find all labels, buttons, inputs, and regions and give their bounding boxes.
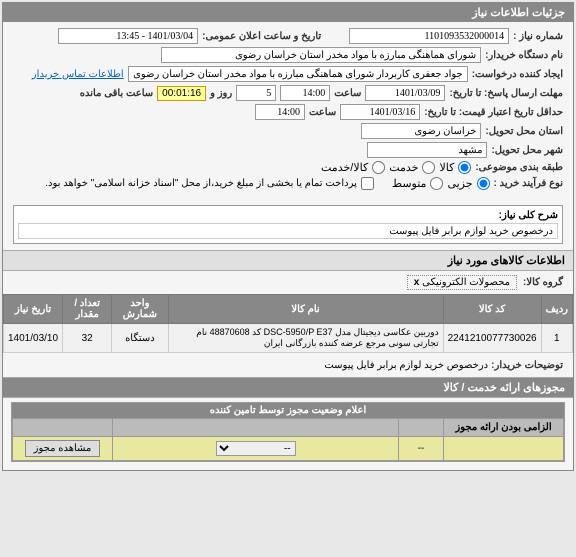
group-label: گروه کالا: [523, 277, 563, 288]
reply-deadline-label: مهلت ارسال پاسخ: تا تاریخ: [449, 88, 563, 99]
purchase-note: پرداخت تمام یا بخشی از مبلغ خرید،از محل … [45, 178, 357, 189]
reply-date: 1401/03/09 [365, 85, 445, 101]
purchase-type-label: نوع فرآیند خرید : [494, 178, 563, 189]
status-select[interactable]: -- [216, 441, 296, 456]
pt-medium-label: متوسط [392, 177, 427, 190]
cell-date: 1401/03/10 [4, 324, 63, 353]
status-header: اعلام وضعیت مجوز توسط تامین کننده [12, 403, 564, 418]
status-sub-panel: اعلام وضعیت مجوز توسط تامین کننده الزامی… [11, 402, 565, 462]
buyer-notes: توضیحات خریدار: درخصوص خرید لوازم برابر … [3, 353, 573, 377]
th-code: کد کالا [443, 295, 541, 324]
day-and-label: روز و [210, 88, 232, 99]
treasury-checkbox[interactable] [361, 177, 374, 190]
time-label-2: ساعت [309, 107, 336, 118]
category-tag: محصولات الکترونیکی x [407, 275, 517, 290]
announce-value: 1401/03/04 - 13:45 [58, 28, 198, 44]
panel-title: جزئیات اطلاعات نیاز [3, 3, 573, 22]
cell-code: 2241210077730026 [443, 324, 541, 353]
reply-time: 14:00 [280, 85, 330, 101]
pt-partial-radio[interactable] [477, 177, 490, 190]
th-qty: تعداد / مقدار [63, 295, 112, 324]
th-status2 [113, 419, 399, 437]
th-row: ردیف [541, 295, 572, 324]
cell-idx: 1 [541, 324, 572, 353]
classification-label: طبقه بندی موضوعی: [475, 162, 563, 173]
th-name: نام کالا [168, 295, 443, 324]
contact-link[interactable]: اطلاعات تماس خریدار [32, 69, 124, 80]
min-valid-time: 14:00 [255, 104, 305, 120]
cell-name: دوربین عکاسی دیجیتال مدل DSC-5950/P E37 … [168, 324, 443, 353]
buyer-org-value: شورای هماهنگی مبارزه با مواد مخدر استان … [161, 47, 481, 63]
requester-label: ایجاد کننده درخواست: [472, 69, 563, 80]
remaining-label: ساعت باقی مانده [80, 88, 153, 99]
status-table: الزامی بودن ارائه مجوز -- -- [12, 418, 564, 461]
th-action [13, 419, 113, 437]
need-number-value: 1101093532000014 [349, 28, 509, 44]
cell-ph1: -- [399, 437, 444, 461]
min-valid-label: حداقل تاریخ اعتبار قیمت: تا تاریخ: [424, 107, 563, 118]
desc-title: شرح کلی نیاز: [18, 210, 558, 221]
province-value: خراسان رضوی [361, 123, 481, 139]
pt-partial-label: جزیی [447, 177, 472, 190]
city-value: مشهد [367, 142, 487, 158]
class-kalakhdmt-radio[interactable] [372, 161, 385, 174]
table-row: 1 2241210077730026 دوربین عکاسی دیجیتال … [4, 324, 573, 353]
cell-qty: 32 [63, 324, 112, 353]
need-details-panel: جزئیات اطلاعات نیاز شماره نیاز : 1101093… [2, 2, 574, 471]
buyer-notes-label: توضیحات خریدار: [491, 360, 563, 371]
class-khadamat-label: خدمت [389, 161, 418, 174]
status-row: -- -- مشاهده مجوز [13, 437, 564, 461]
license-header: مجوزهای ارائه خدمت / کالا [3, 377, 573, 398]
pt-medium-radio[interactable] [430, 177, 443, 190]
th-date: تاریخ نیاز [4, 295, 63, 324]
requester-value: جواد جعفری کاربردار شورای هماهنگی مبارزه… [128, 66, 468, 82]
desc-input[interactable] [18, 223, 558, 239]
th-required: الزامی بودن ارائه مجوز [444, 419, 564, 437]
class-kala-label: کالا [439, 161, 454, 174]
category-tag-text: محصولات الکترونیکی [422, 277, 510, 288]
city-label: شهر محل تحویل: [491, 145, 563, 156]
remaining-time: 00:01:16 [157, 86, 206, 101]
cell-unit: دستگاه [112, 324, 168, 353]
time-label-1: ساعت [334, 88, 361, 99]
buyer-notes-value: درخصوص خرید لوازم برابر فایل پیوست [324, 360, 488, 371]
description-box: شرح کلی نیاز: [13, 205, 563, 244]
class-kalakhdmt-label: کالا/خدمت [321, 161, 368, 174]
form-area: شماره نیاز : 1101093532000014 تاریخ و سا… [3, 22, 573, 199]
items-section-header: اطلاعات کالاهای مورد نیاز [3, 250, 573, 271]
th-unit: واحد شمارش [112, 295, 168, 324]
category-row: گروه کالا: محصولات الکترونیکی x [3, 271, 573, 294]
cell-select: -- [113, 437, 399, 461]
province-label: استان محل تحویل: [485, 126, 563, 137]
cell-required [444, 437, 564, 461]
remove-tag-icon[interactable]: x [414, 277, 420, 288]
th-status1 [399, 419, 444, 437]
need-number-label: شماره نیاز : [513, 31, 563, 42]
buyer-org-label: نام دستگاه خریدار: [485, 50, 563, 61]
items-table: ردیف کد کالا نام کالا واحد شمارش تعداد /… [3, 294, 573, 353]
announce-label: تاریخ و ساعت اعلان عمومی: [202, 31, 321, 42]
cell-action: مشاهده مجوز [13, 437, 113, 461]
class-kala-radio[interactable] [458, 161, 471, 174]
class-khadamat-radio[interactable] [422, 161, 435, 174]
days-value: 5 [236, 85, 276, 101]
view-license-button[interactable]: مشاهده مجوز [25, 440, 101, 457]
min-valid-date: 1401/03/16 [340, 104, 420, 120]
